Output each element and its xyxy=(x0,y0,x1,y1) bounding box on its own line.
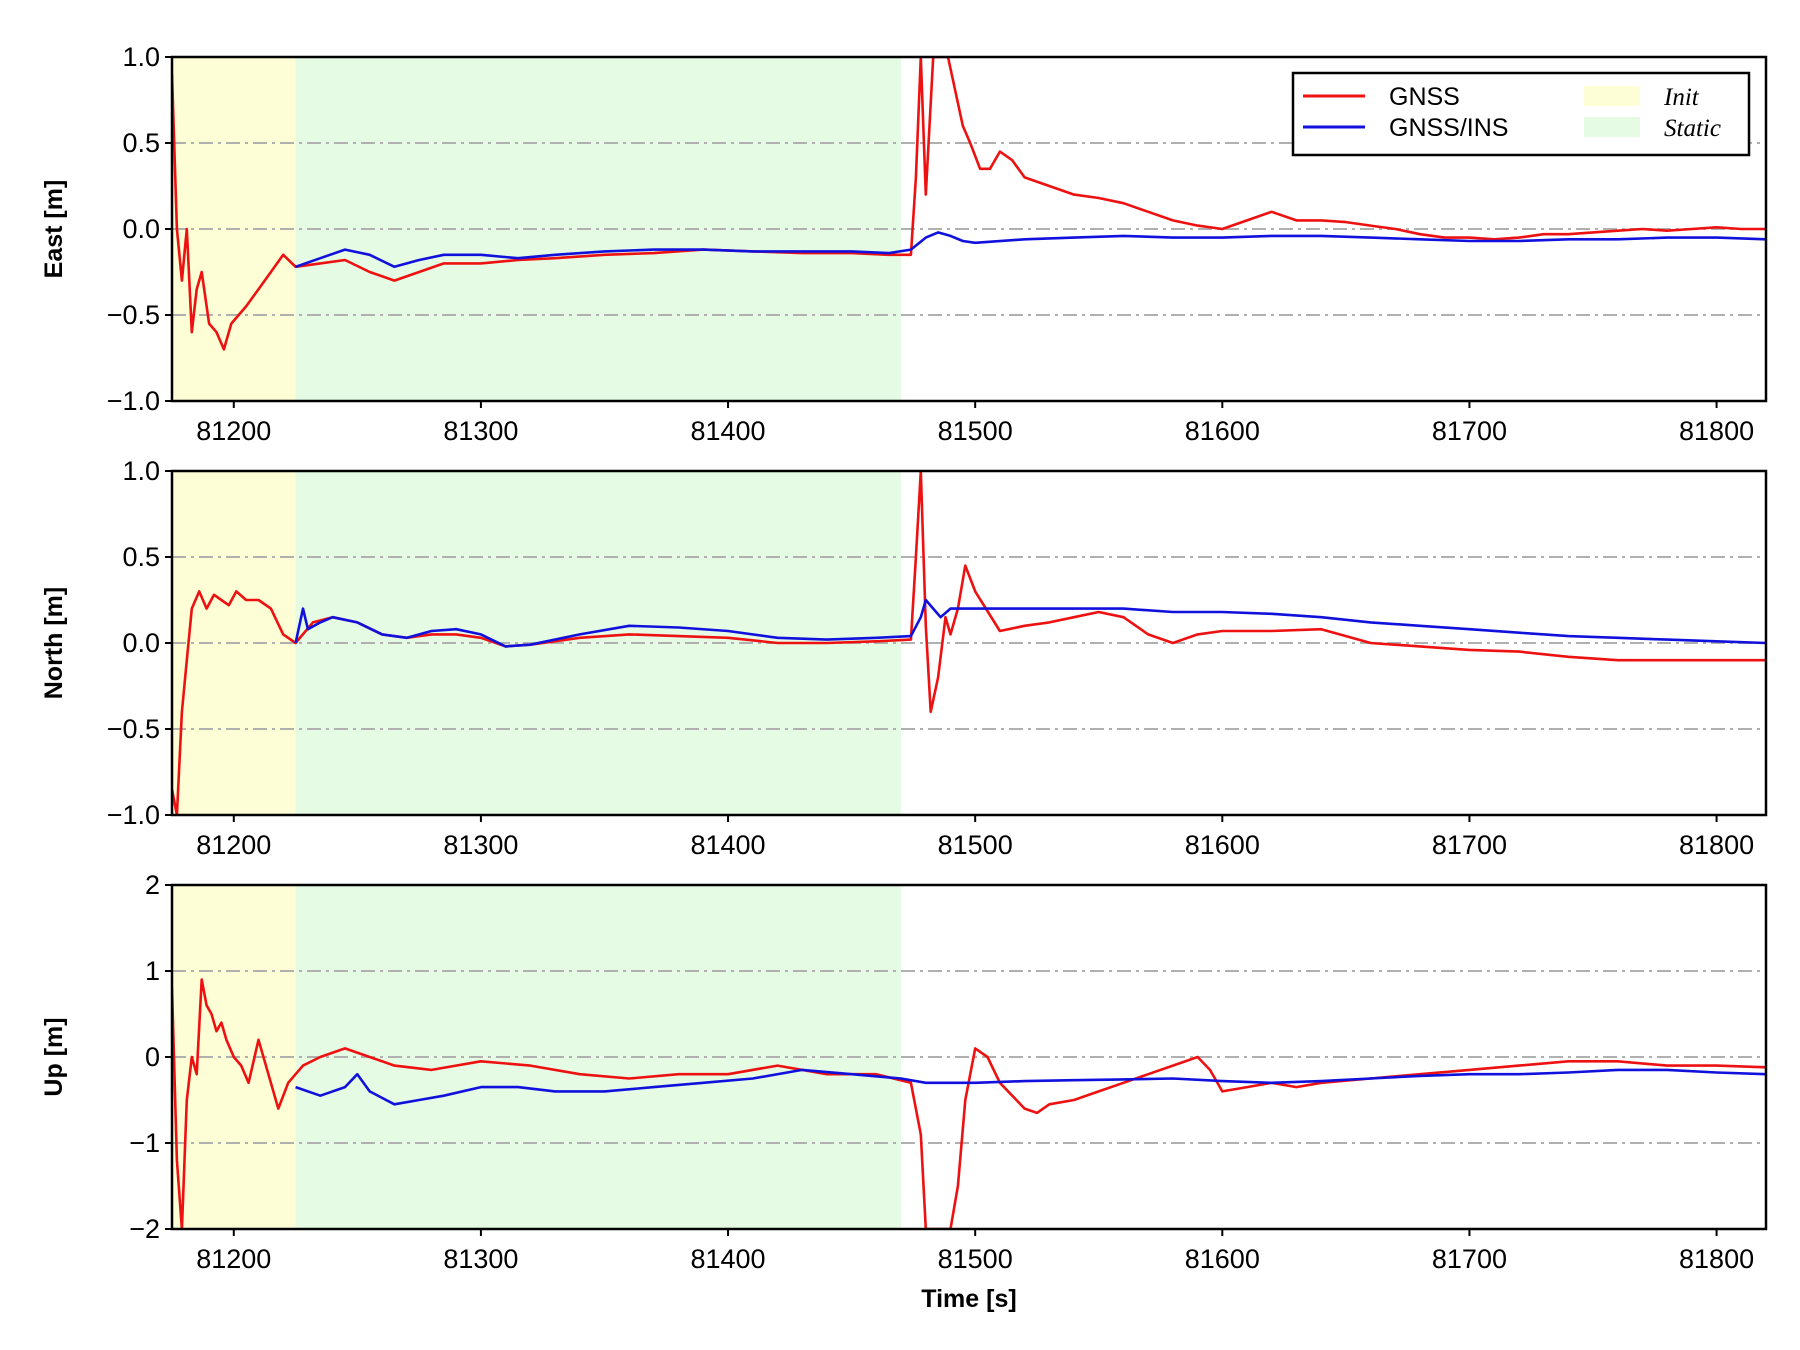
y-tick-label: 0 xyxy=(145,1042,160,1072)
y-axis-label: North [m] xyxy=(40,587,68,699)
y-tick-label: −1 xyxy=(129,1128,160,1158)
series-line-gnss-ins xyxy=(295,1068,1766,1106)
series-line-gnss xyxy=(172,57,1766,351)
x-tick-label: 81300 xyxy=(443,1244,518,1274)
x-tick-label: 81200 xyxy=(196,416,271,446)
legend-box xyxy=(1291,71,1751,157)
x-tick-label: 81500 xyxy=(938,416,1013,446)
x-tick-label: 81200 xyxy=(196,1244,271,1274)
panel-3: 2 1 0 −1 −2 81200 81300 81400 81500 81600 81700 818… xyxy=(40,870,1768,1274)
x-tick-label: 81300 xyxy=(443,416,518,446)
x-tick-label: 81800 xyxy=(1679,830,1754,860)
legend-label: Static xyxy=(1664,115,1721,142)
legend-label: GNSS/INS xyxy=(1389,114,1508,142)
y-tick-label: 1.0 xyxy=(122,456,160,486)
x-tick-label: 81700 xyxy=(1432,1244,1507,1274)
y-tick-label: −1.0 xyxy=(107,800,160,830)
x-tick-label: 81500 xyxy=(938,830,1013,860)
x-tick-label: 81400 xyxy=(690,416,765,446)
x-tick-label: 81400 xyxy=(690,830,765,860)
series-line-gnss xyxy=(172,471,1766,815)
x-tick-label: 81200 xyxy=(196,830,271,860)
series-group xyxy=(172,978,1766,1229)
series-line-gnss-ins xyxy=(294,598,1766,648)
y-tick-label: −0.5 xyxy=(107,714,160,744)
legend: GNSS GNSS/INS Init Static xyxy=(1291,71,1751,157)
x-tick-label: 81500 xyxy=(938,1244,1013,1274)
series-line-gnss xyxy=(172,978,1766,1229)
legend-label: Init xyxy=(1663,84,1700,111)
panel-1: 1.0 0.5 0.0 −0.5 −1.0 81200 81300 81400 81500 816… xyxy=(40,42,1768,446)
legend-label: GNSS xyxy=(1389,83,1460,111)
x-tick-label: 81800 xyxy=(1679,1244,1754,1274)
series-line-gnss-ins xyxy=(295,231,1766,269)
panel-2: 1.0 0.5 0.0 −0.5 −1.0 81200 81300 81400 81500 816… xyxy=(40,456,1768,860)
legend-span-swatch xyxy=(1584,117,1640,137)
y-tick-label: −2 xyxy=(129,1214,160,1244)
x-tick-label: 81300 xyxy=(443,830,518,860)
y-tick-label: −1.0 xyxy=(107,386,160,416)
y-axis-label: East [m] xyxy=(40,180,68,279)
y-axis-label: Up [m] xyxy=(40,1017,68,1096)
y-tick-label: −0.5 xyxy=(107,300,160,330)
y-tick-label: 0.0 xyxy=(122,214,160,244)
y-tick-label: 0.5 xyxy=(122,128,160,158)
y-tick-label: 1.0 xyxy=(122,42,160,72)
y-tick-label: 0.0 xyxy=(122,628,160,658)
y-tick-label: 2 xyxy=(145,870,160,900)
x-tick-label: 81800 xyxy=(1679,416,1754,446)
x-tick-label: 81600 xyxy=(1185,830,1260,860)
y-tick-label: 0.5 xyxy=(122,542,160,572)
legend-span-swatch xyxy=(1584,86,1640,106)
x-tick-label: 81400 xyxy=(690,1244,765,1274)
x-tick-label: 81700 xyxy=(1432,416,1507,446)
panels: 1.0 0.5 0.0 −0.5 −1.0 81200 81300 81400 81500 816… xyxy=(40,42,1768,1274)
x-tick-label: 81700 xyxy=(1432,830,1507,860)
x-tick-label: 81600 xyxy=(1185,416,1260,446)
x-tick-label: 81600 xyxy=(1185,1244,1260,1274)
series-group xyxy=(172,471,1766,815)
y-tick-label: 1 xyxy=(145,956,160,986)
series-group xyxy=(172,57,1766,351)
x-axis-label: Time [s] xyxy=(921,1285,1016,1313)
